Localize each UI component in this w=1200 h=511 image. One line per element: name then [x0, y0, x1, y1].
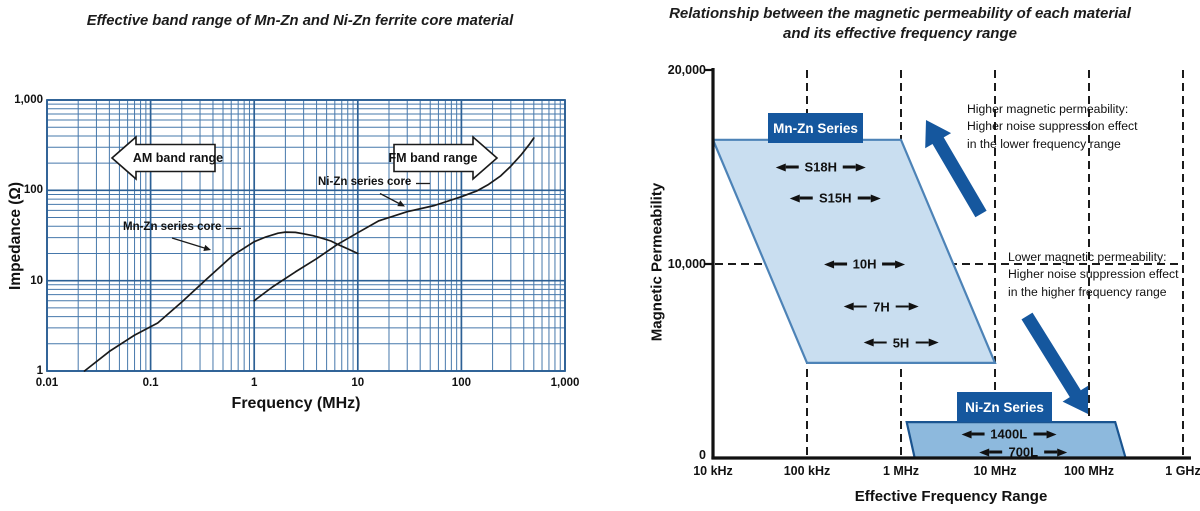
right-arrow-tail — [882, 262, 896, 266]
left-arrow-tail — [833, 262, 847, 266]
x-tick-1,000: 1,000 — [550, 377, 580, 389]
right-chart-title-line2: and its effective frequency range — [783, 25, 1017, 42]
mn-zn-curve-label: Mn-Zn series core — [123, 221, 222, 233]
product-name: 10H — [852, 256, 877, 272]
right-arrow-tail — [857, 196, 871, 200]
left-arrow-tail — [854, 305, 868, 308]
arrowhead — [203, 244, 211, 251]
note-line: Higher magnetic permeability: — [967, 102, 1129, 116]
y-tick-10: 10 — [30, 274, 43, 287]
right-arrow-tail — [1033, 432, 1047, 436]
x-tick-10-MHz: 10 MHz — [973, 464, 1017, 478]
y-tick-1,000: 1,000 — [14, 94, 43, 106]
note-higher-permeability: Higher magnetic permeability: Higher nois… — [967, 101, 1138, 153]
product-label-s18h: S18H — [775, 160, 866, 175]
product-label-7h: 7H — [844, 299, 919, 314]
left-arrow-icon — [790, 194, 801, 203]
log-grid — [46, 99, 566, 372]
product-name: S15H — [819, 190, 852, 206]
higher-frequency-trend-arrow — [1021, 312, 1089, 414]
product-label-10h: 10H — [823, 256, 906, 272]
x-tick-100-kHz: 100 kHz — [783, 464, 831, 478]
x-tick-0.1: 0.1 — [142, 377, 159, 389]
left-arrow-tail — [971, 432, 985, 436]
left-x-axis-label: Frequency (MHz) — [231, 395, 361, 412]
left-arrow-tail — [989, 450, 1003, 454]
right-arrow-icon — [928, 338, 939, 347]
ni-zn-leader-line — [379, 192, 402, 206]
y-tick-1: 1 — [36, 365, 43, 377]
plot-border — [46, 99, 566, 372]
right-arrow-icon — [895, 260, 906, 268]
left-arrow-icon — [823, 260, 834, 268]
left-arrow-icon — [775, 163, 786, 171]
right-arrow-icon — [1057, 448, 1068, 457]
left-arrow-icon — [844, 302, 855, 311]
ni-zn-series-badge: Ni-Zn Series — [957, 392, 1052, 422]
fm-band-block-arrow — [393, 135, 499, 181]
higher-permeability-trend-arrow — [925, 120, 987, 218]
left-arrow-icon — [979, 448, 990, 457]
arrowhead — [397, 200, 405, 207]
curve-mn-zn — [83, 231, 359, 372]
right-arrow-icon — [870, 194, 881, 203]
right-chart-title-line1: Relationship between the magnetic permea… — [669, 5, 1131, 22]
right-arrow-tail — [1044, 450, 1058, 454]
mn-zn-series-badge: Mn-Zn Series — [768, 113, 863, 143]
note-line: in the higher frequency range — [1008, 284, 1167, 299]
product-label-1400l: 1400L — [961, 426, 1057, 442]
x-tick-1-GHz: 1 GHz — [1165, 464, 1200, 478]
left-arrow-tail — [785, 165, 799, 169]
y-tick-20,000: 20,000 — [667, 63, 706, 77]
left-arrow-icon — [863, 338, 874, 347]
x-tick-100: 100 — [451, 377, 471, 389]
y-tick-0: 0 — [699, 448, 706, 462]
product-name: 5H — [892, 335, 910, 351]
product-name: 700L — [1008, 444, 1039, 460]
right-arrow-tail — [895, 305, 909, 308]
y-tick-10,000: 10,000 — [667, 257, 706, 271]
mn-zn-leader-line — [171, 237, 207, 250]
note-line: Higher noise suppression effect — [1008, 267, 1179, 282]
curve-ni-zn — [253, 137, 535, 302]
permeability-chart-panel: Relationship between the magnetic permea… — [600, 0, 1200, 511]
am-band-range-label: AM band range — [132, 151, 224, 165]
fm-band-range-label: FM band range — [388, 151, 478, 165]
x-tick-10-kHz: 10 kHz — [693, 464, 733, 478]
left-arrow-icon — [961, 430, 972, 439]
product-label-s15h: S15H — [790, 191, 881, 206]
right-arrow-tail — [843, 165, 856, 169]
am-band-block-arrow — [110, 135, 216, 181]
left-arrow-tail — [800, 196, 814, 200]
product-name: 1400L — [990, 426, 1028, 442]
note-lower-permeability: Lower magnetic permeability: Higher noise… — [1008, 249, 1179, 301]
product-label-700l: 700L — [979, 444, 1068, 460]
x-tick-10: 10 — [351, 377, 365, 389]
product-name: S18H — [804, 159, 837, 175]
note-line: Lower magnetic permeability: — [1008, 250, 1167, 264]
right-x-axis-label: Effective Frequency Range — [854, 488, 1048, 505]
right-arrow-icon — [1046, 430, 1057, 439]
x-tick-100-MHz: 100 MHz — [1063, 464, 1115, 478]
leader-lines — [171, 182, 430, 250]
x-tick-0.01: 0.01 — [35, 377, 59, 389]
left-chart-title: Effective band range of Mn-Zn and Ni-Zn … — [86, 13, 514, 29]
left-arrow-tail — [873, 341, 887, 344]
right-arrow-tail — [915, 341, 929, 344]
product-name: 7H — [873, 299, 890, 315]
x-tick-1: 1 — [250, 377, 258, 389]
note-line: in the lower frequency range — [967, 136, 1121, 151]
left-y-axis-label: Impedance (Ω) — [7, 181, 24, 291]
right-arrow-icon — [856, 163, 866, 171]
product-label-5h: 5H — [863, 335, 939, 351]
right-arrow-icon — [908, 302, 919, 311]
x-tick-1-MHz: 1 MHz — [882, 464, 920, 478]
note-line: Higher noise suppression effect — [967, 119, 1138, 134]
y-tick-100: 100 — [23, 184, 43, 197]
impedance-chart-panel: Effective band range of Mn-Zn and Ni-Zn … — [7, 13, 580, 412]
ni-zn-curve-label: Ni-Zn series core — [318, 176, 412, 188]
right-y-axis-label: Magnetic Permeability — [648, 182, 666, 342]
impedance-chart-svg — [46, 99, 566, 372]
